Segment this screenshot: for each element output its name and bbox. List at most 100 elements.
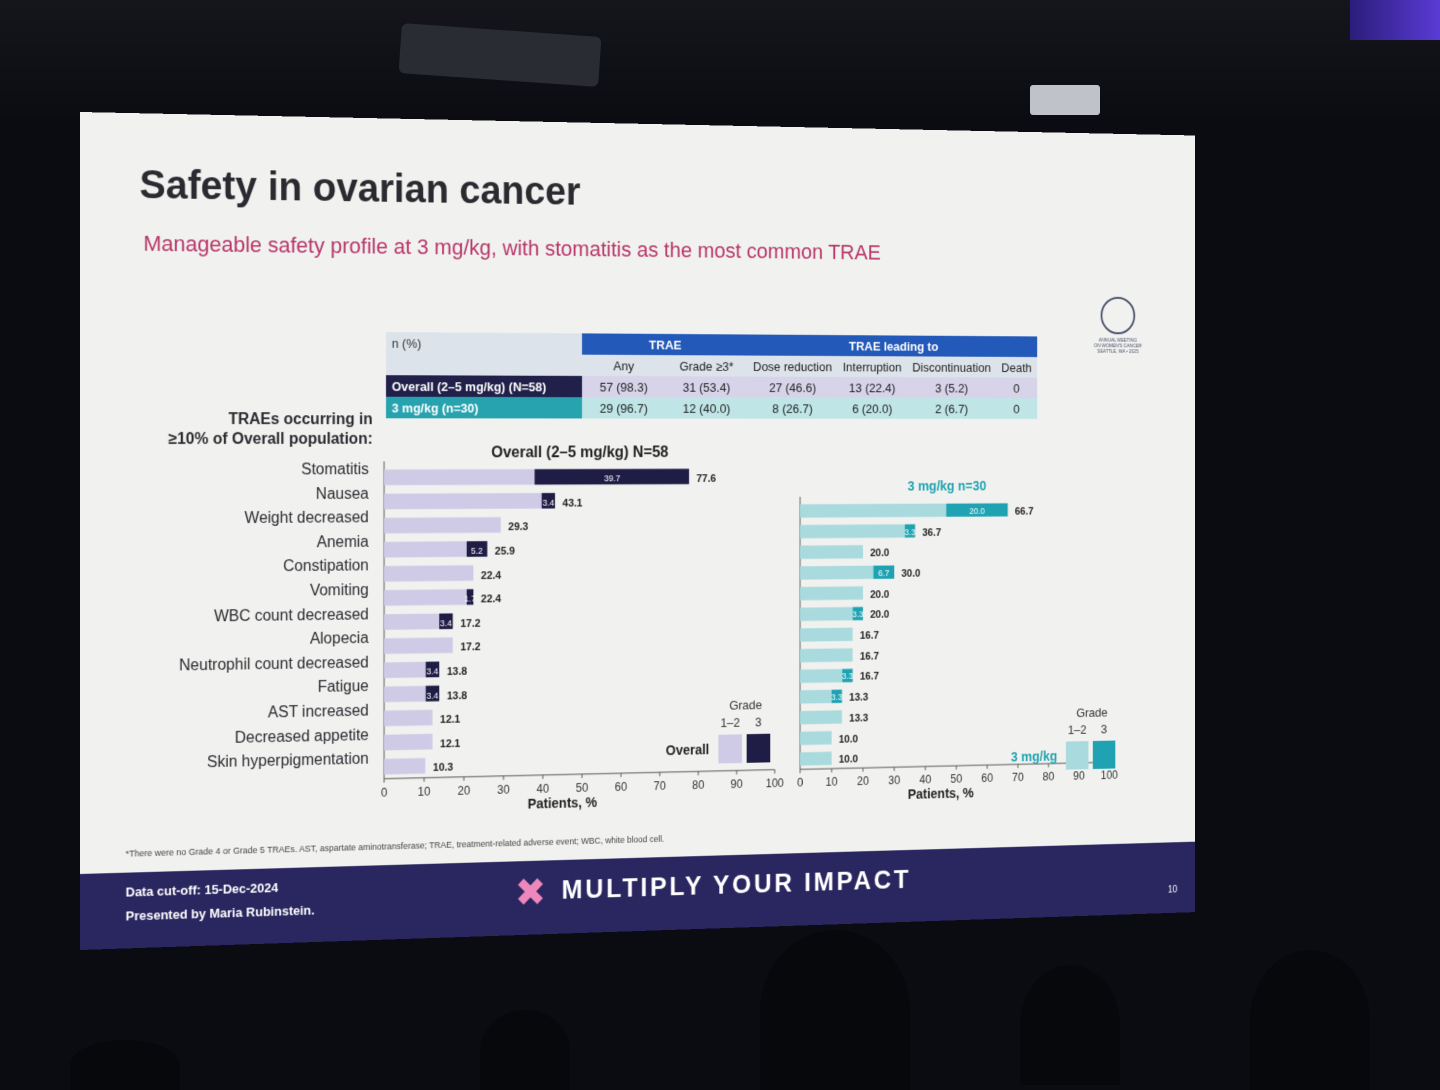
category-label: Alopecia	[310, 630, 369, 649]
bar-grade12	[384, 662, 426, 678]
footer-info: Data cut-off: 15-Dec-2024 Presented by M…	[126, 875, 315, 928]
bar-grade12	[800, 586, 863, 600]
grade3-label: 3.4	[440, 618, 452, 628]
category-label: Decreased appetite	[235, 727, 369, 747]
x-tick-label: 20	[857, 774, 869, 788]
bar-grade12	[384, 686, 426, 702]
total-label: 16.7	[860, 651, 879, 663]
legend-item-label: 3	[755, 715, 762, 729]
table-row: Overall (2–5 mg/kg) (N=58) 57 (98.3) 31 …	[386, 375, 1037, 398]
x-tick-label: 70	[1012, 771, 1024, 784]
presentation-slide: Safety in ovarian cancer Manageable safe…	[80, 112, 1195, 950]
total-label: 12.1	[440, 738, 460, 750]
legend-swatch-grade12	[1066, 741, 1089, 770]
grade3-label: 3.3	[831, 692, 842, 702]
x-axis-label: Patients, %	[528, 794, 598, 811]
cell: 27 (46.6)	[748, 377, 838, 398]
category-label: Stomatitis	[301, 461, 369, 479]
category-label: Nausea	[316, 486, 369, 504]
stage-light	[1350, 0, 1440, 40]
bar-grade12	[384, 541, 467, 557]
category-label: Fatigue	[318, 679, 369, 698]
bar-grade12	[800, 628, 853, 642]
legend-title: Grade	[1076, 705, 1107, 720]
x-tick-label: 10	[418, 784, 431, 798]
bar-grade12	[384, 614, 439, 630]
category-label: Constipation	[283, 558, 369, 576]
x-tick-label: 70	[654, 779, 667, 793]
table-col-dose-reduction: Dose reduction	[748, 356, 838, 377]
total-label: 66.7	[1015, 506, 1034, 517]
x-tick-label: 50	[576, 781, 589, 795]
cell: 31 (53.4)	[665, 376, 747, 397]
total-label: 17.2	[460, 642, 480, 654]
legend-item-label: 1–2	[1068, 722, 1087, 736]
x-tick-label: 60	[615, 780, 628, 794]
bar-grade12	[384, 469, 535, 485]
category-label: Vomiting	[310, 582, 369, 600]
total-label: 43.1	[562, 498, 582, 510]
x-tick-label: 100	[766, 776, 784, 790]
audience-head	[480, 1010, 570, 1090]
cell: 57 (98.3)	[582, 376, 665, 397]
x-tick-label: 50	[950, 772, 962, 786]
category-labels: Stomatitis Nausea Weight decreased Anemia Co…	[139, 461, 368, 790]
x-tick-label: 40	[537, 782, 550, 796]
x-tick-label: 100	[1101, 768, 1119, 782]
bar-grade12	[384, 565, 473, 581]
cell: 12 (40.0)	[665, 397, 747, 418]
row-label: 3 mg/kg (n=30)	[386, 397, 582, 419]
total-label: 13.8	[447, 690, 467, 702]
bar-grade12	[800, 710, 842, 724]
grade3-label: 5.2	[471, 546, 483, 556]
trae-list-heading: TRAEs occurring in ≥10% of Overall popul…	[149, 410, 372, 450]
grade3-label: 3.4	[543, 498, 555, 508]
audience-head	[760, 930, 910, 1090]
bar-grade12	[384, 517, 501, 533]
total-label: 30.0	[901, 568, 920, 580]
chart-title: Overall (2–5 mg/kg) N=58	[491, 444, 668, 461]
x-tick-label: 10	[826, 775, 838, 789]
table-n-label: n (%)	[386, 332, 582, 355]
cell: 6 (20.0)	[837, 398, 906, 419]
grade3-label: 3.3	[852, 610, 863, 620]
cell: 2 (6.7)	[907, 398, 996, 419]
total-label: 20.0	[870, 589, 889, 601]
x-axis-label: Patients, %	[908, 785, 975, 802]
bar-grade12	[800, 669, 842, 683]
total-label: 36.7	[922, 527, 941, 538]
bar-grade12	[800, 566, 873, 580]
legend-item-label: 1–2	[720, 715, 740, 730]
x-tick-label: 0	[797, 776, 803, 790]
x-tick-label: 30	[888, 774, 900, 788]
bar-grade12	[384, 589, 467, 606]
audience-head	[70, 1040, 180, 1090]
total-label: 12.1	[440, 714, 460, 726]
table-col-discontinuation: Discontinuation	[907, 356, 996, 377]
trae-summary-table: n (%) TRAE TRAE leading to Any Grade ≥3*…	[386, 332, 1037, 419]
table-row: 3 mg/kg (n=30) 29 (96.7) 12 (40.0) 8 (26…	[386, 397, 1037, 419]
grade3-label: 3.3	[904, 527, 915, 537]
category-label: AST increased	[268, 703, 369, 723]
x-tick-label: 80	[1043, 770, 1055, 783]
grade3-label: 3.3	[842, 672, 853, 682]
audience-head	[1250, 950, 1370, 1090]
chart-title: 3 mg/kg n=30	[908, 479, 987, 494]
logo-ring-icon	[1101, 297, 1136, 335]
table-header-trae: TRAE	[582, 333, 748, 355]
bar-grade12	[800, 524, 905, 538]
total-label: 20.0	[870, 609, 889, 621]
legend-group-label: 3 mg/kg	[1011, 748, 1057, 764]
cell: 0	[996, 398, 1037, 419]
total-label: 10.0	[839, 733, 858, 745]
x-tick-label: 20	[458, 784, 471, 798]
total-label: 16.7	[860, 671, 879, 683]
table-col-death: Death	[996, 357, 1037, 378]
x-tick-label: 0	[381, 785, 388, 799]
conference-logo: ANNUAL MEETING ON WOMEN'S CANCER SEATTLE…	[1092, 297, 1144, 363]
bar-grade12	[384, 493, 542, 509]
category-label: Neutrophil count decreased	[179, 655, 369, 676]
bar-grade12	[800, 648, 853, 662]
audience-head	[1020, 965, 1120, 1085]
category-label: WBC count decreased	[214, 606, 369, 626]
